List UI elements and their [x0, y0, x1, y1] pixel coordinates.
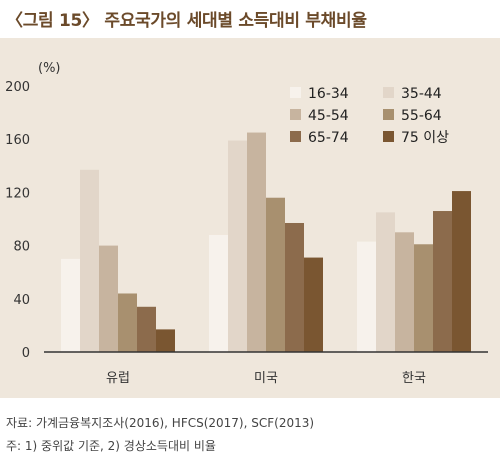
bar	[452, 191, 471, 352]
x-category-label: 유럽	[106, 371, 130, 386]
x-axis: 유럽 미국 한국	[44, 351, 488, 386]
bar	[433, 211, 452, 352]
y-tick-label: 80	[13, 240, 30, 255]
legend-swatch	[383, 109, 394, 120]
bar	[247, 132, 266, 352]
bar	[376, 212, 395, 352]
legend-label: 75 이상	[401, 130, 449, 146]
y-tick-label: 120	[5, 186, 30, 201]
bar	[61, 258, 80, 352]
bars	[61, 132, 471, 352]
y-tick-label: 200	[5, 80, 30, 95]
bar	[118, 293, 137, 352]
y-tick-label: 0	[22, 346, 30, 361]
bar	[80, 169, 99, 352]
chart-panel: (%) 0 40 80 120 160 200 유럽 미국 한국 16-34 35-44 45-54…	[0, 38, 500, 398]
x-category-label: 미국	[254, 371, 278, 386]
legend-swatch	[383, 131, 394, 142]
legend-label: 45-54	[308, 108, 349, 124]
bar	[137, 306, 156, 352]
y-tick-label: 40	[13, 293, 30, 308]
y-axis: (%) 0 40 80 120 160 200	[5, 61, 60, 361]
legend-swatch	[290, 131, 301, 142]
bar	[266, 197, 285, 352]
bar	[285, 222, 304, 352]
bar	[357, 241, 376, 352]
legend-label: 55-64	[401, 108, 442, 124]
legend-swatch	[290, 109, 301, 120]
legend-label: 65-74	[308, 130, 349, 146]
chart-title: 〈그림 15〉 주요국가의 세대별 소득대비 부채비율	[6, 11, 367, 31]
legend-swatch	[290, 87, 301, 98]
footnote: 주: 1) 중위값 기준, 2) 경상소득대비 비율	[6, 439, 216, 453]
bar	[414, 244, 433, 352]
y-axis-unit: (%)	[38, 61, 61, 76]
bar	[156, 329, 175, 352]
x-category-label: 한국	[402, 371, 426, 386]
bar	[209, 234, 228, 352]
bar	[228, 140, 247, 352]
legend-label: 16-34	[308, 86, 349, 102]
y-tick-label: 160	[5, 133, 30, 148]
legend-label: 35-44	[401, 86, 442, 102]
bar	[304, 257, 323, 352]
source-note: 자료: 가계금융복지조사(2016), HFCS(2017), SCF(2013…	[6, 416, 315, 430]
bar	[99, 245, 118, 352]
legend: 16-34 35-44 45-54 55-64 65-74 75 이상	[290, 86, 449, 146]
legend-swatch	[383, 87, 394, 98]
bar	[395, 232, 414, 352]
bar-chart: (%) 0 40 80 120 160 200 유럽 미국 한국 16-34 35-44 45-54…	[5, 61, 488, 386]
